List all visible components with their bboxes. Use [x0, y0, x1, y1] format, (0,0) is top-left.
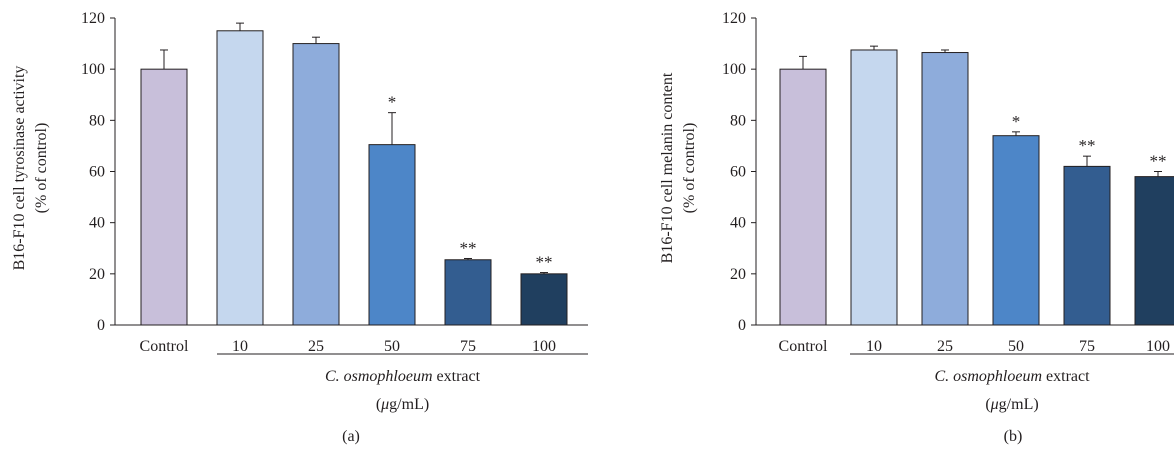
y-tick-label: 40 — [89, 215, 105, 232]
bar — [992, 135, 1040, 326]
y-tick-label: 0 — [97, 317, 105, 334]
group-label-rest: extract — [433, 368, 481, 385]
y-tick-label: 0 — [738, 317, 746, 334]
bar — [1063, 165, 1111, 326]
y-tick-label: 80 — [89, 112, 105, 129]
significance-mark: ** — [1079, 136, 1096, 155]
category-label: 100 — [532, 338, 556, 355]
significance-mark: * — [388, 93, 397, 112]
significance-mark: * — [1012, 112, 1021, 131]
group-unit-mu: μ — [380, 396, 389, 413]
y-tick-label: 120 — [722, 10, 746, 27]
group-unit-rest: g/mL — [999, 396, 1034, 413]
y-axis-subtitle: (% of control) — [681, 123, 698, 214]
y-axis-title: B16-F10 cell tyrosinase activity — [11, 66, 28, 271]
category-label: 10 — [866, 338, 882, 355]
y-tick-label: 20 — [730, 266, 746, 283]
bar — [779, 68, 827, 326]
significance-mark: ** — [460, 238, 477, 257]
y-axis-title: B16-F10 cell melanin content — [659, 72, 676, 263]
bar — [1134, 176, 1174, 326]
bar — [368, 144, 416, 326]
y-tick-label: 60 — [730, 164, 746, 181]
y-tick-label: 100 — [722, 61, 746, 78]
category-label: 10 — [232, 338, 248, 355]
y-tick-label: 20 — [89, 266, 105, 283]
category-label: 25 — [308, 338, 324, 355]
y-tick-label: 60 — [89, 164, 105, 181]
bar — [520, 273, 568, 326]
bar — [444, 259, 492, 326]
group-label-species: C. osmophloeum — [934, 368, 1042, 385]
significance-mark: ** — [536, 253, 553, 272]
group-label-species: C. osmophloeum — [325, 368, 433, 385]
bar — [850, 49, 898, 326]
category-label: 100 — [1146, 338, 1170, 355]
y-tick-label: 120 — [81, 10, 105, 27]
group-label-rest: extract — [1042, 368, 1090, 385]
bar — [292, 43, 340, 326]
group-label: C. osmophloeum extract — [934, 368, 1090, 385]
bar — [216, 30, 264, 326]
bar — [921, 52, 969, 326]
bar — [140, 68, 188, 326]
y-axis-subtitle: (% of control) — [33, 123, 50, 214]
y-tick-label: 40 — [730, 215, 746, 232]
group-unit: (μg/mL) — [985, 396, 1038, 413]
group-unit-mu: μ — [990, 396, 999, 413]
group-unit: (μg/mL) — [376, 396, 429, 413]
category-label: Control — [779, 338, 828, 355]
category-label: 25 — [937, 338, 953, 355]
category-label: 75 — [460, 338, 476, 355]
group-unit-rest: g/mL — [389, 396, 424, 413]
category-label: 50 — [384, 338, 400, 355]
category-label: Control — [140, 338, 189, 355]
y-tick-label: 100 — [81, 61, 105, 78]
category-label: 75 — [1079, 338, 1095, 355]
significance-mark: ** — [1150, 152, 1167, 171]
panel-label: (a) — [342, 428, 360, 445]
panel-label: (b) — [1004, 428, 1023, 445]
category-label: 50 — [1008, 338, 1024, 355]
y-tick-label: 80 — [730, 112, 746, 129]
group-label: C. osmophloeum extract — [325, 368, 481, 385]
